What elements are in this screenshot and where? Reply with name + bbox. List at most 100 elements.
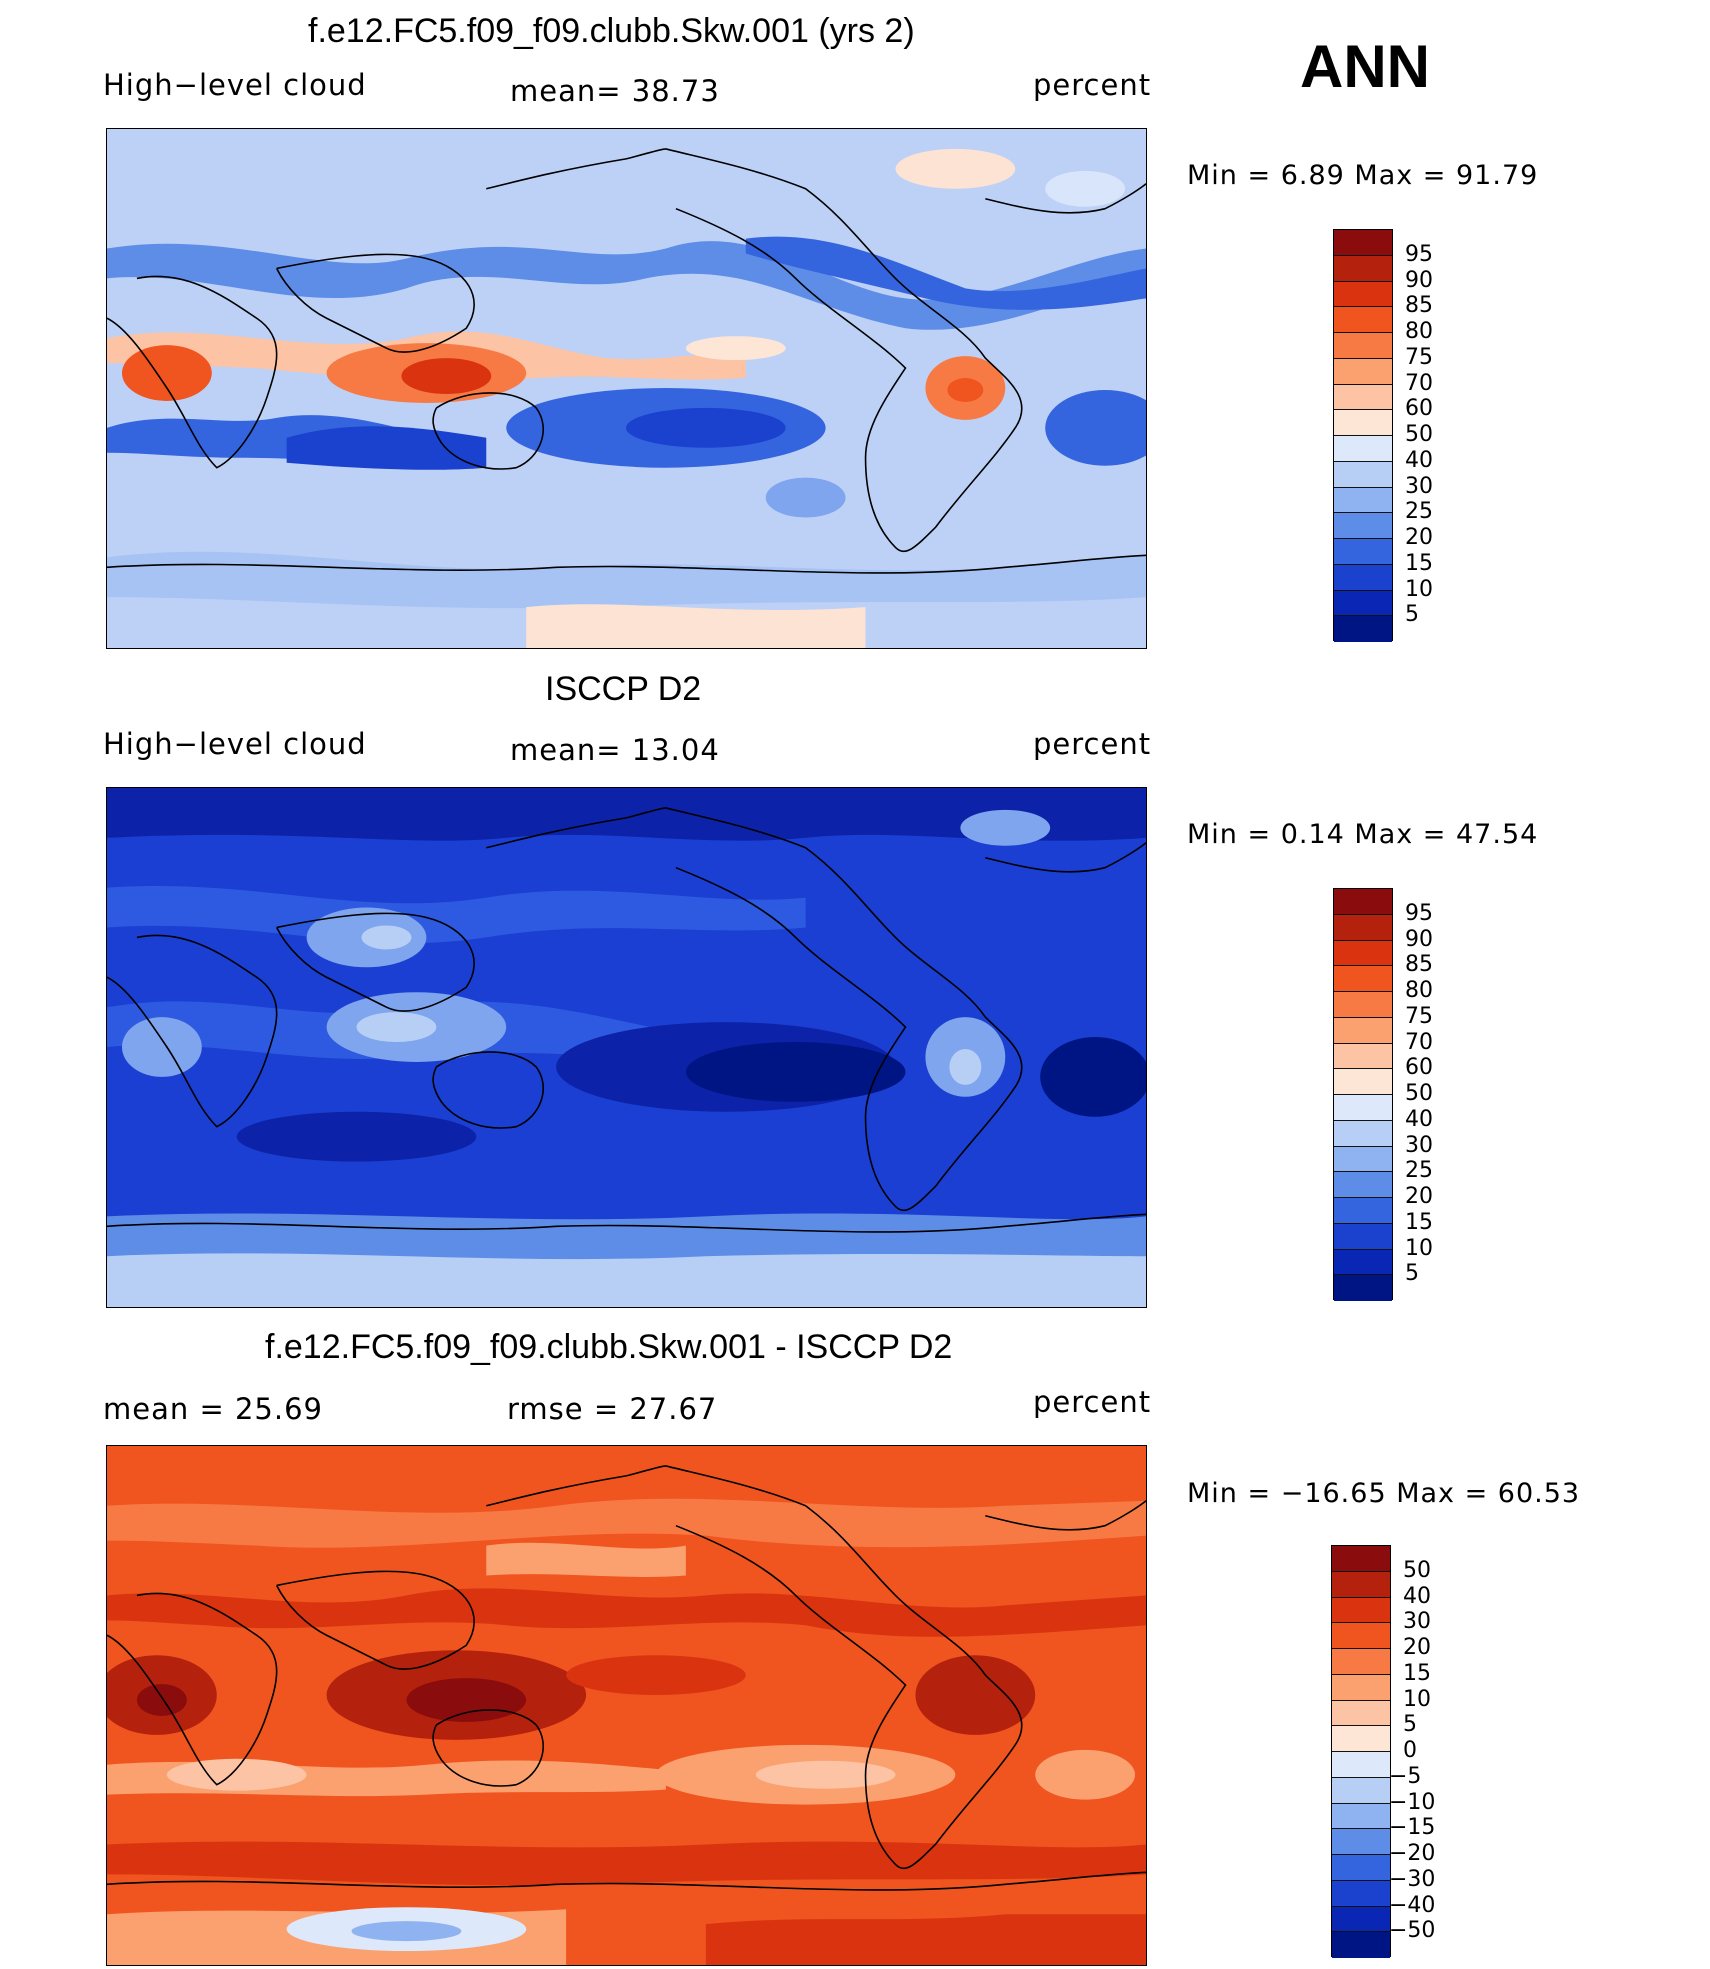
colorbar-tick-label: 10 [1405, 576, 1433, 602]
colorbar-tick-label: 0 [1403, 1738, 1417, 1763]
colorbar-tick-label: −15 [1389, 1815, 1436, 1841]
colorbar-swatch [1334, 590, 1392, 617]
colorbar-tick-label: 50 [1405, 422, 1433, 447]
colorbar-swatch [1334, 616, 1392, 642]
colorbar-tick-label: 30 [1405, 1132, 1433, 1158]
colorbar-tick-label: 15 [1405, 1209, 1433, 1235]
colorbar-tick-label: −10 [1389, 1789, 1436, 1815]
colorbar-tick-label: 85 [1405, 952, 1433, 978]
colorbar-swatch [1334, 940, 1392, 967]
colorbar-tick-label: 70 [1405, 370, 1433, 396]
colorbar-swatch [1334, 255, 1392, 282]
colorbar-tick-label: −20 [1389, 1841, 1436, 1866]
colorbar-tick-label: 60 [1405, 1055, 1433, 1081]
colorbar-swatch [1334, 966, 1392, 992]
colorbar-swatch [1332, 1880, 1390, 1907]
colorbar-swatch [1334, 358, 1392, 385]
colorbar-tick-label: −30 [1389, 1866, 1436, 1892]
colorbar-swatch [1334, 1172, 1392, 1198]
colorbar-tick-label: 25 [1405, 499, 1433, 525]
colorbar-swatch [1334, 539, 1392, 565]
colorbar-swatch [1334, 1095, 1392, 1121]
colorbar-tick-label: 15 [1403, 1660, 1431, 1686]
colorbar-tick-label: −40 [1389, 1892, 1436, 1918]
colorbar-swatch [1332, 1932, 1390, 1958]
colorbar-swatch [1334, 1017, 1392, 1044]
colorbar-tick-label: 20 [1403, 1635, 1431, 1660]
panel-1-minmax: Min = 6.89 Max = 91.79 [1187, 160, 1539, 191]
colorbar-swatch [1332, 1777, 1390, 1804]
colorbar-swatch [1332, 1546, 1390, 1572]
panel-2-units-label: percent [1033, 727, 1152, 761]
colorbar-swatch [1334, 1146, 1392, 1173]
colorbar-swatch [1334, 914, 1392, 941]
panel-2-title: ISCCP D2 [545, 670, 702, 708]
colorbar-swatch [1334, 384, 1392, 411]
colorbar-tick-label: 50 [1405, 1081, 1433, 1106]
colorbar-swatch [1332, 1649, 1390, 1675]
colorbar-swatch [1334, 992, 1392, 1018]
panel-3-map [106, 1445, 1147, 1966]
colorbar-tick-label: 25 [1405, 1158, 1433, 1184]
panel-2-left-label: High−level cloud [103, 727, 367, 761]
colorbar-tick-label: 95 [1405, 241, 1433, 267]
colorbar-tick-label: 85 [1405, 293, 1433, 319]
colorbar-tick-label: 90 [1405, 926, 1433, 952]
panel-2-minmax: Min = 0.14 Max = 47.54 [1187, 819, 1539, 850]
colorbar-swatch [1334, 230, 1392, 256]
colorbar-swatch [1334, 1198, 1392, 1224]
colorbar-swatch [1334, 333, 1392, 359]
panel-3-units-label: percent [1033, 1385, 1152, 1419]
panel-1-title: f.e12.FC5.f09_f09.clubb.Skw.001 (yrs 2) [308, 12, 915, 50]
colorbar-tick-label: 90 [1405, 267, 1433, 293]
colorbar-tick-label: 60 [1405, 396, 1433, 422]
colorbar-tick-label: 75 [1405, 1003, 1433, 1029]
colorbar-swatch [1334, 513, 1392, 539]
colorbar-tick-label: 15 [1405, 550, 1433, 576]
panel-2-map [106, 787, 1147, 1308]
panel-3-colorbar [1331, 1545, 1391, 1958]
colorbar-swatch [1332, 1623, 1390, 1649]
panel-1-left-label: High−level cloud [103, 68, 367, 102]
colorbar-swatch [1332, 1803, 1390, 1830]
panel-3-title: f.e12.FC5.f09_f09.clubb.Skw.001 - ISCCP … [265, 1328, 953, 1366]
colorbar-tick-label: 75 [1405, 344, 1433, 370]
colorbar-swatch [1332, 1726, 1390, 1752]
colorbar-swatch [1332, 1829, 1390, 1855]
colorbar-tick-label: 50 [1403, 1557, 1431, 1583]
colorbar-tick-label: 20 [1405, 525, 1433, 550]
colorbar-tick-label: 80 [1405, 978, 1433, 1003]
colorbar-swatch [1334, 281, 1392, 308]
colorbar-tick-label: 10 [1403, 1686, 1431, 1712]
panel-3-rmse-label: rmse = 27.67 [507, 1392, 718, 1426]
colorbar-tick-label: 30 [1405, 473, 1433, 499]
colorbar-swatch [1334, 564, 1392, 591]
colorbar-swatch [1334, 487, 1392, 514]
colorbar-swatch [1332, 1855, 1390, 1881]
panel-2-mean-label: mean= 13.04 [510, 733, 720, 767]
colorbar-swatch [1332, 1674, 1390, 1701]
panel-3-minmax: Min = −16.65 Max = 60.53 [1187, 1478, 1581, 1509]
panel-1-colorbar [1333, 229, 1393, 642]
colorbar-tick-label: 20 [1405, 1184, 1433, 1209]
colorbar-tick-label: 5 [1405, 1261, 1419, 1287]
colorbar-tick-label: 40 [1403, 1583, 1431, 1609]
panel-1-units-label: percent [1033, 68, 1152, 102]
colorbar-swatch [1334, 410, 1392, 436]
colorbar-swatch [1332, 1597, 1390, 1624]
colorbar-swatch [1332, 1752, 1390, 1778]
colorbar-tick-label: 70 [1405, 1029, 1433, 1055]
colorbar-tick-label: 95 [1405, 900, 1433, 926]
colorbar-tick-label: 30 [1403, 1609, 1431, 1635]
colorbar-swatch [1334, 461, 1392, 488]
colorbar-swatch [1334, 307, 1392, 333]
panel-2-colorbar [1333, 888, 1393, 1301]
colorbar-swatch [1334, 1043, 1392, 1070]
colorbar-swatch [1332, 1906, 1390, 1933]
colorbar-swatch [1334, 1249, 1392, 1276]
colorbar-swatch [1334, 436, 1392, 462]
colorbar-swatch [1334, 1120, 1392, 1147]
colorbar-tick-label: 10 [1405, 1235, 1433, 1261]
colorbar-tick-label: 40 [1405, 447, 1433, 473]
colorbar-swatch [1332, 1700, 1390, 1727]
